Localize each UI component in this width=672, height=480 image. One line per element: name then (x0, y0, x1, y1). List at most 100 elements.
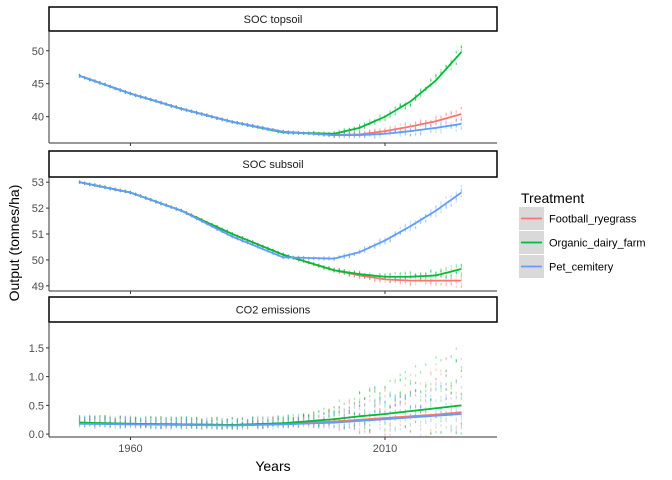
run-point (409, 274, 412, 277)
run-point (129, 418, 132, 422)
run-point (308, 414, 310, 417)
run-point (450, 408, 452, 412)
run-point (425, 395, 427, 398)
run-point (409, 382, 412, 386)
run-point (302, 415, 305, 418)
run-point (226, 419, 228, 422)
run-point (206, 425, 208, 429)
run-point (78, 180, 81, 184)
run-point (420, 221, 422, 224)
run-point (450, 397, 452, 400)
run-point (364, 126, 366, 129)
run-point (99, 424, 101, 427)
run-point (409, 393, 412, 397)
run-point (338, 129, 340, 132)
run-point (430, 79, 432, 82)
run-point (216, 427, 218, 430)
run-point (460, 264, 462, 267)
run-point (450, 428, 452, 431)
run-point (364, 397, 366, 400)
run-point (348, 130, 350, 134)
run-point (338, 427, 340, 430)
run-point (313, 131, 315, 134)
y-tick-label: 53 (32, 177, 44, 189)
run-point (190, 422, 193, 425)
run-point (379, 273, 381, 276)
run-point (343, 414, 345, 418)
run-point (430, 210, 432, 213)
run-point (241, 421, 244, 425)
run-point (430, 431, 432, 434)
run-point (455, 407, 457, 410)
run-point (211, 416, 213, 420)
run-point (460, 189, 462, 192)
run-point (343, 423, 345, 426)
run-point (297, 425, 300, 428)
run-point (445, 383, 447, 386)
run-point (460, 184, 462, 188)
run-point (343, 414, 345, 417)
run-point (308, 414, 310, 417)
run-point (353, 274, 356, 278)
run-point (414, 127, 417, 130)
run-point (338, 411, 340, 415)
run-point (384, 273, 386, 277)
run-point (425, 213, 427, 217)
series-line-organic-dairy-farm (79, 51, 463, 135)
run-point (124, 419, 126, 422)
run-point (353, 275, 356, 278)
run-point (323, 267, 325, 270)
run-point (394, 398, 396, 401)
run-point (420, 398, 422, 402)
run-point (180, 426, 182, 429)
run-point (196, 418, 198, 421)
run-point (333, 131, 335, 134)
run-point (175, 424, 177, 428)
run-point (404, 395, 406, 399)
run-point (404, 384, 406, 387)
run-point (175, 421, 177, 424)
run-point (119, 415, 121, 419)
run-point (282, 420, 284, 423)
run-point (302, 413, 305, 416)
run-point (455, 191, 457, 194)
run-point (160, 427, 162, 430)
run-point (414, 381, 417, 385)
run-point (445, 203, 447, 206)
run-point (389, 391, 391, 394)
run-point (190, 421, 193, 425)
run-point (440, 431, 442, 434)
run-point (435, 399, 437, 402)
run-point (455, 347, 457, 350)
run-point (323, 417, 325, 420)
run-point (328, 424, 330, 428)
run-point (282, 418, 284, 421)
run-point (175, 417, 177, 421)
run-point (374, 403, 376, 406)
run-point (140, 419, 142, 422)
run-point (262, 426, 264, 429)
run-point (364, 429, 366, 433)
run-point (323, 267, 325, 270)
run-point (119, 426, 121, 430)
run-point (394, 129, 396, 132)
run-point (384, 242, 386, 245)
run-point (155, 421, 157, 425)
run-point (460, 395, 462, 399)
run-point (267, 419, 269, 422)
simulation-runs (78, 180, 462, 289)
run-point (277, 415, 279, 418)
run-point (409, 133, 412, 137)
run-point (394, 400, 396, 404)
run-point (78, 74, 81, 77)
run-point (440, 69, 442, 72)
run-point (211, 418, 213, 422)
run-point (78, 73, 81, 77)
run-point (119, 420, 121, 423)
run-point (241, 424, 244, 428)
run-point (420, 95, 422, 98)
facet-strip (48, 296, 498, 323)
run-point (430, 124, 432, 128)
run-point (404, 397, 406, 401)
run-point (353, 404, 356, 407)
